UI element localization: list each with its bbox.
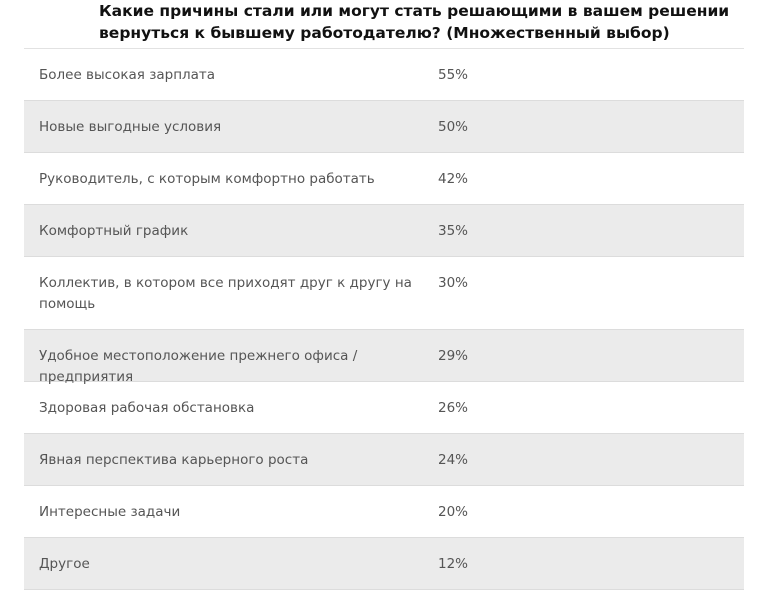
row-value: 20% (438, 504, 469, 520)
table-row: Более высокая зарплата 55% (24, 49, 744, 101)
row-label: Другое (39, 556, 90, 572)
table-row: Удобное местоположение прежнего офиса / … (24, 330, 744, 385)
row-label: Удобное местоположение прежнего офиса / … (39, 348, 358, 385)
row-label: Здоровая рабочая обстановка (39, 400, 255, 416)
chart-title: Какие причины стали или могут стать реша… (99, 2, 730, 42)
row-label: Явная перспектива карьерного роста (39, 452, 309, 468)
row-value: 30% (438, 275, 469, 291)
row-label: Комфортный график (39, 223, 189, 239)
row-label: Руководитель, с которым комфортно работа… (39, 171, 375, 187)
row-value: 26% (438, 400, 469, 416)
results-table: Более высокая зарплата 55% Новые выгодные … (24, 48, 744, 590)
table-row: Коллектив, в котором все приходят друг к… (24, 257, 744, 330)
row-label: Коллектив, в котором все приходят друг к… (39, 275, 412, 312)
table-row: Другое 12% (24, 538, 744, 590)
row-value: 50% (438, 119, 469, 135)
row-value: 12% (438, 556, 469, 572)
table-row: Комфортный график 35% (24, 205, 744, 257)
row-value: 35% (438, 223, 469, 239)
row-value: 29% (438, 348, 469, 364)
row-value: 24% (438, 452, 469, 468)
row-label: Новые выгодные условия (39, 119, 222, 135)
table-row: Явная перспектива карьерного роста 24% (24, 434, 744, 486)
row-value: 55% (438, 67, 469, 83)
table-row: Новые выгодные условия 50% (24, 101, 744, 153)
row-label: Интересные задачи (39, 504, 181, 520)
row-label: Более высокая зарплата (39, 67, 216, 83)
row-value: 42% (438, 171, 469, 187)
table-row: Интересные задачи 20% (24, 486, 744, 538)
table-row: Руководитель, с которым комфортно работа… (24, 153, 744, 205)
table-row: Здоровая рабочая обстановка 26% (24, 382, 744, 434)
